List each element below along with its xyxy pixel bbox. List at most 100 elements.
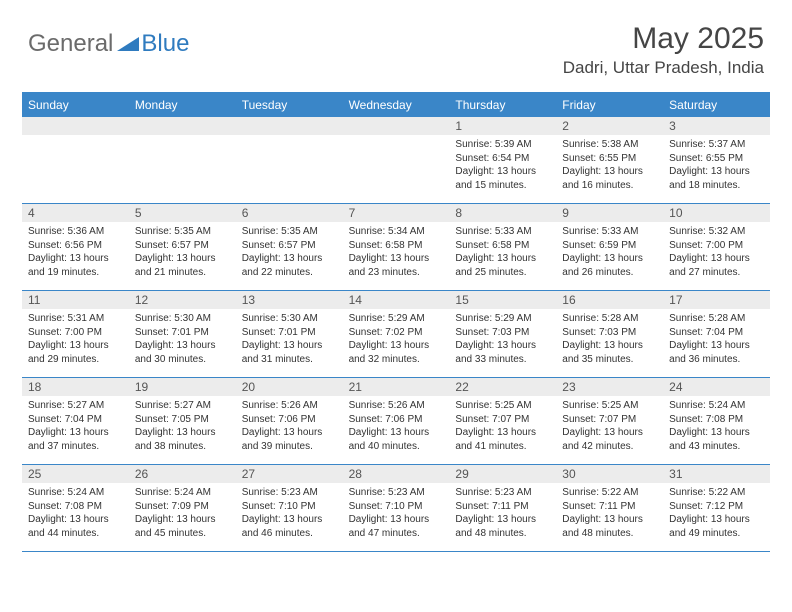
day-number: 30: [556, 465, 663, 483]
sunset-text: Sunset: 7:00 PM: [28, 326, 123, 340]
daylight-text: Daylight: 13 hours and 47 minutes.: [349, 513, 444, 540]
sunset-text: Sunset: 7:05 PM: [135, 413, 230, 427]
sunrise-text: Sunrise: 5:26 AM: [242, 399, 337, 413]
sunrise-text: Sunrise: 5:24 AM: [135, 486, 230, 500]
sunset-text: Sunset: 7:11 PM: [455, 500, 550, 514]
day-number: 10: [663, 204, 770, 222]
sunrise-text: Sunrise: 5:35 AM: [135, 225, 230, 239]
sunrise-text: Sunrise: 5:27 AM: [135, 399, 230, 413]
day-number: 1: [449, 117, 556, 135]
week-row: 1Sunrise: 5:39 AMSunset: 6:54 PMDaylight…: [22, 117, 770, 204]
daylight-text: Daylight: 13 hours and 39 minutes.: [242, 426, 337, 453]
day-cell: 16Sunrise: 5:28 AMSunset: 7:03 PMDayligh…: [556, 291, 663, 377]
weekday-sunday: Sunday: [22, 94, 129, 117]
day-number: 12: [129, 291, 236, 309]
sunset-text: Sunset: 7:03 PM: [455, 326, 550, 340]
day-details: Sunrise: 5:25 AMSunset: 7:07 PMDaylight:…: [556, 396, 663, 457]
day-number: 21: [343, 378, 450, 396]
day-details: Sunrise: 5:33 AMSunset: 6:58 PMDaylight:…: [449, 222, 556, 283]
day-cell: 13Sunrise: 5:30 AMSunset: 7:01 PMDayligh…: [236, 291, 343, 377]
day-cell: 8Sunrise: 5:33 AMSunset: 6:58 PMDaylight…: [449, 204, 556, 290]
sunrise-text: Sunrise: 5:25 AM: [562, 399, 657, 413]
daylight-text: Daylight: 13 hours and 31 minutes.: [242, 339, 337, 366]
week-row: 18Sunrise: 5:27 AMSunset: 7:04 PMDayligh…: [22, 378, 770, 465]
day-details: Sunrise: 5:38 AMSunset: 6:55 PMDaylight:…: [556, 135, 663, 196]
sunset-text: Sunset: 7:06 PM: [349, 413, 444, 427]
day-details: Sunrise: 5:34 AMSunset: 6:58 PMDaylight:…: [343, 222, 450, 283]
sunrise-text: Sunrise: 5:24 AM: [669, 399, 764, 413]
day-cell: [22, 117, 129, 203]
day-number: 4: [22, 204, 129, 222]
daylight-text: Daylight: 13 hours and 33 minutes.: [455, 339, 550, 366]
sunset-text: Sunset: 7:00 PM: [669, 239, 764, 253]
logo: General Blue: [28, 30, 189, 58]
day-cell: 4Sunrise: 5:36 AMSunset: 6:56 PMDaylight…: [22, 204, 129, 290]
title-block: May 2025 Dadri, Uttar Pradesh, India: [563, 22, 764, 78]
day-cell: 25Sunrise: 5:24 AMSunset: 7:08 PMDayligh…: [22, 465, 129, 551]
daylight-text: Daylight: 13 hours and 16 minutes.: [562, 165, 657, 192]
day-cell: 12Sunrise: 5:30 AMSunset: 7:01 PMDayligh…: [129, 291, 236, 377]
sunrise-text: Sunrise: 5:29 AM: [349, 312, 444, 326]
daylight-text: Daylight: 13 hours and 48 minutes.: [562, 513, 657, 540]
sunrise-text: Sunrise: 5:25 AM: [455, 399, 550, 413]
weekday-row: SundayMondayTuesdayWednesdayThursdayFrid…: [22, 94, 770, 117]
daylight-text: Daylight: 13 hours and 44 minutes.: [28, 513, 123, 540]
day-number: 3: [663, 117, 770, 135]
sunrise-text: Sunrise: 5:33 AM: [562, 225, 657, 239]
sunrise-text: Sunrise: 5:37 AM: [669, 138, 764, 152]
day-cell: 30Sunrise: 5:22 AMSunset: 7:11 PMDayligh…: [556, 465, 663, 551]
logo-text-general: General: [28, 30, 113, 58]
day-details: Sunrise: 5:37 AMSunset: 6:55 PMDaylight:…: [663, 135, 770, 196]
day-number: 15: [449, 291, 556, 309]
sunset-text: Sunset: 7:01 PM: [135, 326, 230, 340]
sunrise-text: Sunrise: 5:22 AM: [669, 486, 764, 500]
daylight-text: Daylight: 13 hours and 48 minutes.: [455, 513, 550, 540]
daylight-text: Daylight: 13 hours and 37 minutes.: [28, 426, 123, 453]
day-cell: 6Sunrise: 5:35 AMSunset: 6:57 PMDaylight…: [236, 204, 343, 290]
day-number: [343, 117, 450, 135]
weekday-friday: Friday: [556, 94, 663, 117]
sunrise-text: Sunrise: 5:34 AM: [349, 225, 444, 239]
day-cell: 21Sunrise: 5:26 AMSunset: 7:06 PMDayligh…: [343, 378, 450, 464]
daylight-text: Daylight: 13 hours and 46 minutes.: [242, 513, 337, 540]
daylight-text: Daylight: 13 hours and 35 minutes.: [562, 339, 657, 366]
calendar: SundayMondayTuesdayWednesdayThursdayFrid…: [22, 92, 770, 552]
sunrise-text: Sunrise: 5:29 AM: [455, 312, 550, 326]
day-cell: 27Sunrise: 5:23 AMSunset: 7:10 PMDayligh…: [236, 465, 343, 551]
daylight-text: Daylight: 13 hours and 30 minutes.: [135, 339, 230, 366]
day-cell: 29Sunrise: 5:23 AMSunset: 7:11 PMDayligh…: [449, 465, 556, 551]
day-number: 13: [236, 291, 343, 309]
day-cell: 31Sunrise: 5:22 AMSunset: 7:12 PMDayligh…: [663, 465, 770, 551]
sunset-text: Sunset: 7:04 PM: [28, 413, 123, 427]
day-number: 17: [663, 291, 770, 309]
day-cell: 24Sunrise: 5:24 AMSunset: 7:08 PMDayligh…: [663, 378, 770, 464]
day-number: 26: [129, 465, 236, 483]
sunrise-text: Sunrise: 5:24 AM: [28, 486, 123, 500]
day-details: Sunrise: 5:26 AMSunset: 7:06 PMDaylight:…: [343, 396, 450, 457]
daylight-text: Daylight: 13 hours and 42 minutes.: [562, 426, 657, 453]
sunset-text: Sunset: 6:55 PM: [562, 152, 657, 166]
sunrise-text: Sunrise: 5:26 AM: [349, 399, 444, 413]
day-cell: 7Sunrise: 5:34 AMSunset: 6:58 PMDaylight…: [343, 204, 450, 290]
day-details: Sunrise: 5:30 AMSunset: 7:01 PMDaylight:…: [236, 309, 343, 370]
day-details: Sunrise: 5:29 AMSunset: 7:02 PMDaylight:…: [343, 309, 450, 370]
daylight-text: Daylight: 13 hours and 29 minutes.: [28, 339, 123, 366]
day-cell: [236, 117, 343, 203]
day-number: 29: [449, 465, 556, 483]
weekday-tuesday: Tuesday: [236, 94, 343, 117]
day-details: Sunrise: 5:31 AMSunset: 7:00 PMDaylight:…: [22, 309, 129, 370]
day-number: 25: [22, 465, 129, 483]
sunrise-text: Sunrise: 5:39 AM: [455, 138, 550, 152]
day-details: Sunrise: 5:27 AMSunset: 7:04 PMDaylight:…: [22, 396, 129, 457]
weeks-container: 1Sunrise: 5:39 AMSunset: 6:54 PMDaylight…: [22, 117, 770, 552]
day-cell: 5Sunrise: 5:35 AMSunset: 6:57 PMDaylight…: [129, 204, 236, 290]
sunrise-text: Sunrise: 5:31 AM: [28, 312, 123, 326]
day-cell: 22Sunrise: 5:25 AMSunset: 7:07 PMDayligh…: [449, 378, 556, 464]
day-details: Sunrise: 5:23 AMSunset: 7:10 PMDaylight:…: [343, 483, 450, 544]
sunset-text: Sunset: 7:12 PM: [669, 500, 764, 514]
sunrise-text: Sunrise: 5:28 AM: [562, 312, 657, 326]
day-cell: [129, 117, 236, 203]
sunset-text: Sunset: 7:10 PM: [349, 500, 444, 514]
daylight-text: Daylight: 13 hours and 27 minutes.: [669, 252, 764, 279]
daylight-text: Daylight: 13 hours and 21 minutes.: [135, 252, 230, 279]
